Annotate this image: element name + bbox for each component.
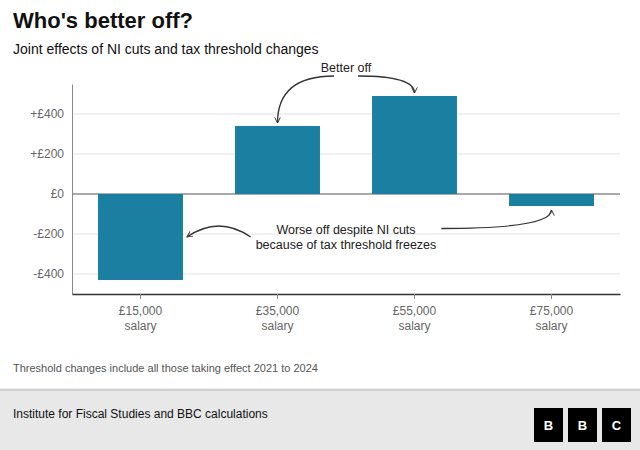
logo-letter: C: [612, 418, 622, 433]
tick-mark: [140, 294, 141, 299]
tick: +£200: [30, 147, 72, 161]
chart: Who's better off? Joint effects of NI cut…: [0, 0, 640, 450]
subtitle: Joint effects of NI cuts and tax thresho…: [13, 41, 319, 57]
tick-label-line: salary: [535, 319, 567, 333]
tick-label: -£200: [33, 227, 64, 241]
tick-label: -£400: [33, 267, 64, 281]
logo-letter: B: [544, 418, 553, 433]
tick: £55,000salary: [393, 294, 437, 333]
bar: [98, 194, 183, 280]
footnote: Threshold changes include all those taki…: [13, 362, 318, 374]
footer-line: [0, 390, 640, 391]
tick: £35,000salary: [256, 294, 300, 333]
annotation-line: Better off: [321, 61, 372, 75]
annotations: Better off Worse off despite NI cutsbecau…: [187, 61, 552, 252]
title: Who's better off?: [13, 8, 193, 33]
logo: BBC: [534, 408, 631, 442]
tick: £0: [51, 187, 72, 201]
tick-mark: [551, 294, 552, 299]
annotation-arrow: [441, 210, 551, 229]
bar: [372, 96, 457, 194]
tick-label-line: £75,000: [530, 304, 574, 318]
tick: £75,000salary: [530, 294, 574, 333]
tick-label: +£200: [30, 147, 64, 161]
x-axis: £15,000salary£35,000salary£55,000salary£…: [73, 294, 621, 333]
tick-label-line: salary: [124, 319, 156, 333]
tick-label: £0: [51, 187, 65, 201]
tick-mark: [414, 294, 415, 299]
annotation: Better off: [321, 61, 372, 75]
bar: [509, 194, 594, 206]
separator: [0, 389, 640, 390]
tick-label: £55,000salary: [393, 304, 437, 334]
tick: +£400: [30, 107, 72, 121]
y-axis: -£400 -£200 £0 +£200 +£400: [30, 85, 72, 295]
annotation-arrow: [187, 226, 251, 237]
tick-label: £15,000salary: [119, 304, 163, 334]
axis-line: [72, 85, 73, 295]
tick-label-line: £15,000: [119, 304, 163, 318]
bars: [98, 96, 594, 280]
logo-box: [568, 408, 597, 442]
tick: £15,000salary: [119, 294, 163, 333]
source: Institute for Fiscal Studies and BBC cal…: [13, 407, 268, 421]
bar: [235, 126, 320, 194]
logo-box: [534, 408, 563, 442]
tick-label: £35,000salary: [256, 304, 300, 334]
footer-background: [0, 390, 640, 450]
axis-line: [73, 294, 621, 296]
grid-line: [72, 114, 620, 115]
annotation: Worse off despite NI cutsbecause of tax …: [256, 223, 437, 252]
annotation-arrow: [278, 76, 335, 123]
tick-label-line: £55,000: [393, 304, 437, 318]
tick-label-line: £35,000: [256, 304, 300, 318]
annotation-line: because of tax threshold freezes: [256, 238, 437, 252]
logo-letter: B: [578, 418, 587, 433]
tick-label-line: salary: [398, 319, 430, 333]
tick-label-line: salary: [261, 319, 293, 333]
tick-label: +£400: [30, 107, 64, 121]
tick: -£400: [33, 267, 72, 281]
logo-box: [602, 408, 631, 442]
tick-label: £75,000salary: [530, 304, 574, 334]
annotation-line: Worse off despite NI cuts: [276, 223, 415, 237]
annotation-arrow: [358, 76, 415, 93]
tick: -£200: [33, 227, 72, 241]
grid-line: [72, 154, 620, 155]
tick-mark: [277, 294, 278, 299]
